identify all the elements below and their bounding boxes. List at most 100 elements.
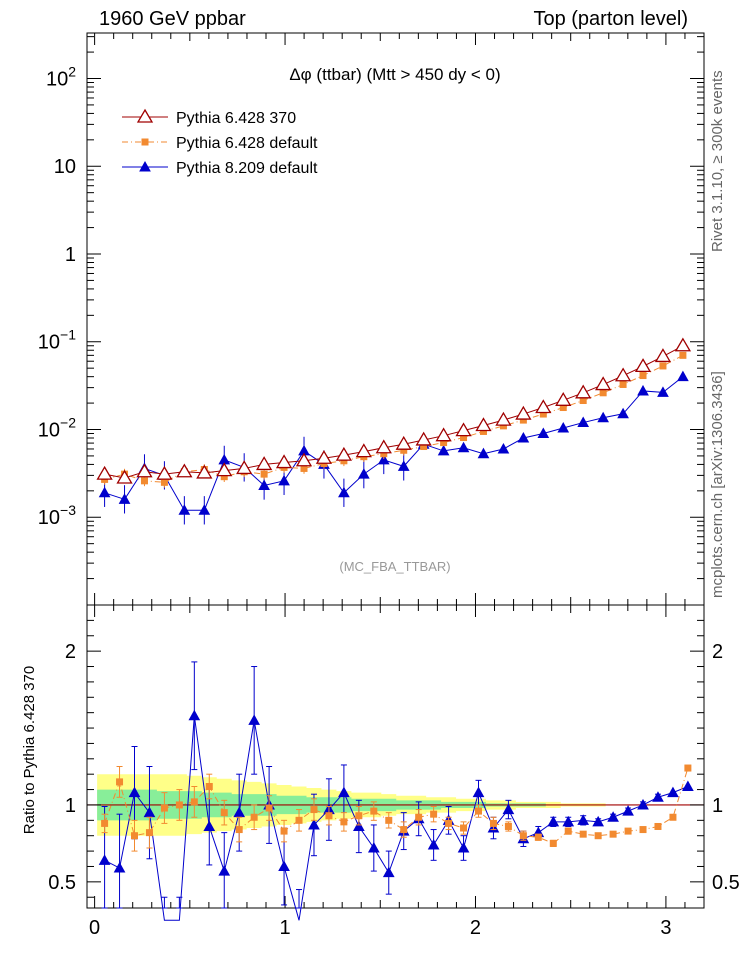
ratio-data-point <box>370 807 378 815</box>
main-plot-title: Δφ (ttbar) (Mtt > 450 dy < 0) <box>289 65 500 84</box>
data-point <box>657 386 669 397</box>
ratio-data-point <box>504 822 512 830</box>
ratio-data-point <box>248 714 261 725</box>
ratio-y-tick-label-right: 2 <box>712 641 723 663</box>
ratio-y-tick-label-right: 0.5 <box>712 872 740 894</box>
data-point <box>674 337 692 352</box>
ratio-data-point <box>430 810 438 818</box>
ratio-data-point <box>564 827 572 835</box>
data-point <box>539 410 547 418</box>
ratio-data-point <box>340 818 348 826</box>
data-point <box>495 411 512 426</box>
data-point <box>118 493 131 504</box>
data-point <box>355 443 372 458</box>
ratio-data-point <box>205 782 213 790</box>
ratio-data-point <box>143 806 156 818</box>
ratio-y-tick-label: 0.5 <box>48 872 76 894</box>
data-point <box>497 442 510 454</box>
data-point <box>178 504 191 515</box>
ratio-data-point <box>637 798 649 810</box>
ratio-data-point <box>652 791 664 802</box>
ratio-y-tick-label: 1 <box>65 795 76 817</box>
data-point <box>116 469 133 484</box>
data-point <box>275 454 293 469</box>
ratio-data-point <box>415 813 423 821</box>
data-point <box>140 477 148 485</box>
data-point <box>216 462 233 477</box>
ratio-data-point <box>295 816 303 824</box>
ratio-data-point <box>547 815 560 827</box>
data-point <box>220 473 228 481</box>
ratio-data-point <box>352 820 365 831</box>
data-point <box>617 407 629 419</box>
data-point <box>579 397 587 405</box>
ratio-y-tick-label-right: 1 <box>712 795 723 817</box>
ratio-data-point <box>382 866 395 878</box>
ratio-data-point <box>609 830 617 838</box>
data-point <box>278 474 290 486</box>
y-tick-label: 102 <box>46 63 76 90</box>
ratio-data-point <box>639 826 647 834</box>
ratio-data-point <box>622 805 634 816</box>
legend-marker-0 <box>136 108 154 123</box>
ratio-data-point <box>400 826 408 834</box>
data-point <box>198 504 211 515</box>
ratio-data-point <box>175 801 183 809</box>
data-point <box>420 443 428 451</box>
data-point <box>477 447 490 459</box>
data-point <box>255 456 273 471</box>
data-point <box>435 427 452 442</box>
ratio-data-point <box>128 786 141 798</box>
ratio-data-point <box>607 811 619 822</box>
ratio-data-point <box>218 865 231 876</box>
ratio-data-point <box>145 829 153 837</box>
ratio-series-line <box>104 767 689 844</box>
ratio-data-point <box>278 860 290 871</box>
ratio-data-point <box>427 838 440 850</box>
ratio-data-point <box>355 812 363 820</box>
y-tick-label: 10−3 <box>38 502 76 529</box>
data-point <box>555 392 572 406</box>
series-line-2 <box>104 376 684 511</box>
ratio-data-point <box>280 827 288 835</box>
y-tick-label: 10−1 <box>38 327 76 354</box>
data-point <box>535 399 552 414</box>
ratio-data-point <box>325 812 333 820</box>
data-point <box>236 460 253 475</box>
data-point <box>595 376 612 391</box>
data-point <box>300 464 308 472</box>
data-point <box>160 478 168 486</box>
data-point <box>98 486 111 498</box>
ratio-data-point <box>667 786 679 798</box>
ratio-data-point <box>338 786 350 798</box>
legend-marker-1 <box>141 138 149 146</box>
header-left: 1960 GeV ppbar <box>99 8 246 30</box>
analysis-label: (MC_FBA_TTBAR) <box>339 559 450 574</box>
ratio-data-point <box>519 832 527 840</box>
data-point <box>519 416 527 424</box>
ratio-data-point <box>190 798 198 806</box>
ratio-data-point <box>472 786 485 798</box>
ratio-data-point <box>669 813 677 821</box>
ratio-data-point <box>624 827 632 835</box>
ratio-data-point <box>235 826 243 834</box>
ratio-plot-frame <box>86 604 705 909</box>
data-point <box>559 404 567 412</box>
data-point <box>315 449 333 464</box>
data-point <box>537 427 550 439</box>
data-point <box>515 405 532 420</box>
data-point <box>258 479 270 491</box>
ratio-data-point <box>502 803 515 815</box>
data-point <box>335 446 353 461</box>
data-point <box>677 370 689 382</box>
ratio-data-point <box>188 709 201 721</box>
ratio-series-line <box>104 715 689 921</box>
ratio-y-axis-label: Ratio to Pythia 6.428 370 <box>21 666 38 834</box>
data-point <box>479 427 487 435</box>
data-point <box>156 465 173 480</box>
data-point <box>440 439 448 447</box>
data-point <box>619 380 627 388</box>
ratio-data-point <box>113 861 126 873</box>
data-point <box>455 422 472 437</box>
data-point <box>260 470 268 478</box>
